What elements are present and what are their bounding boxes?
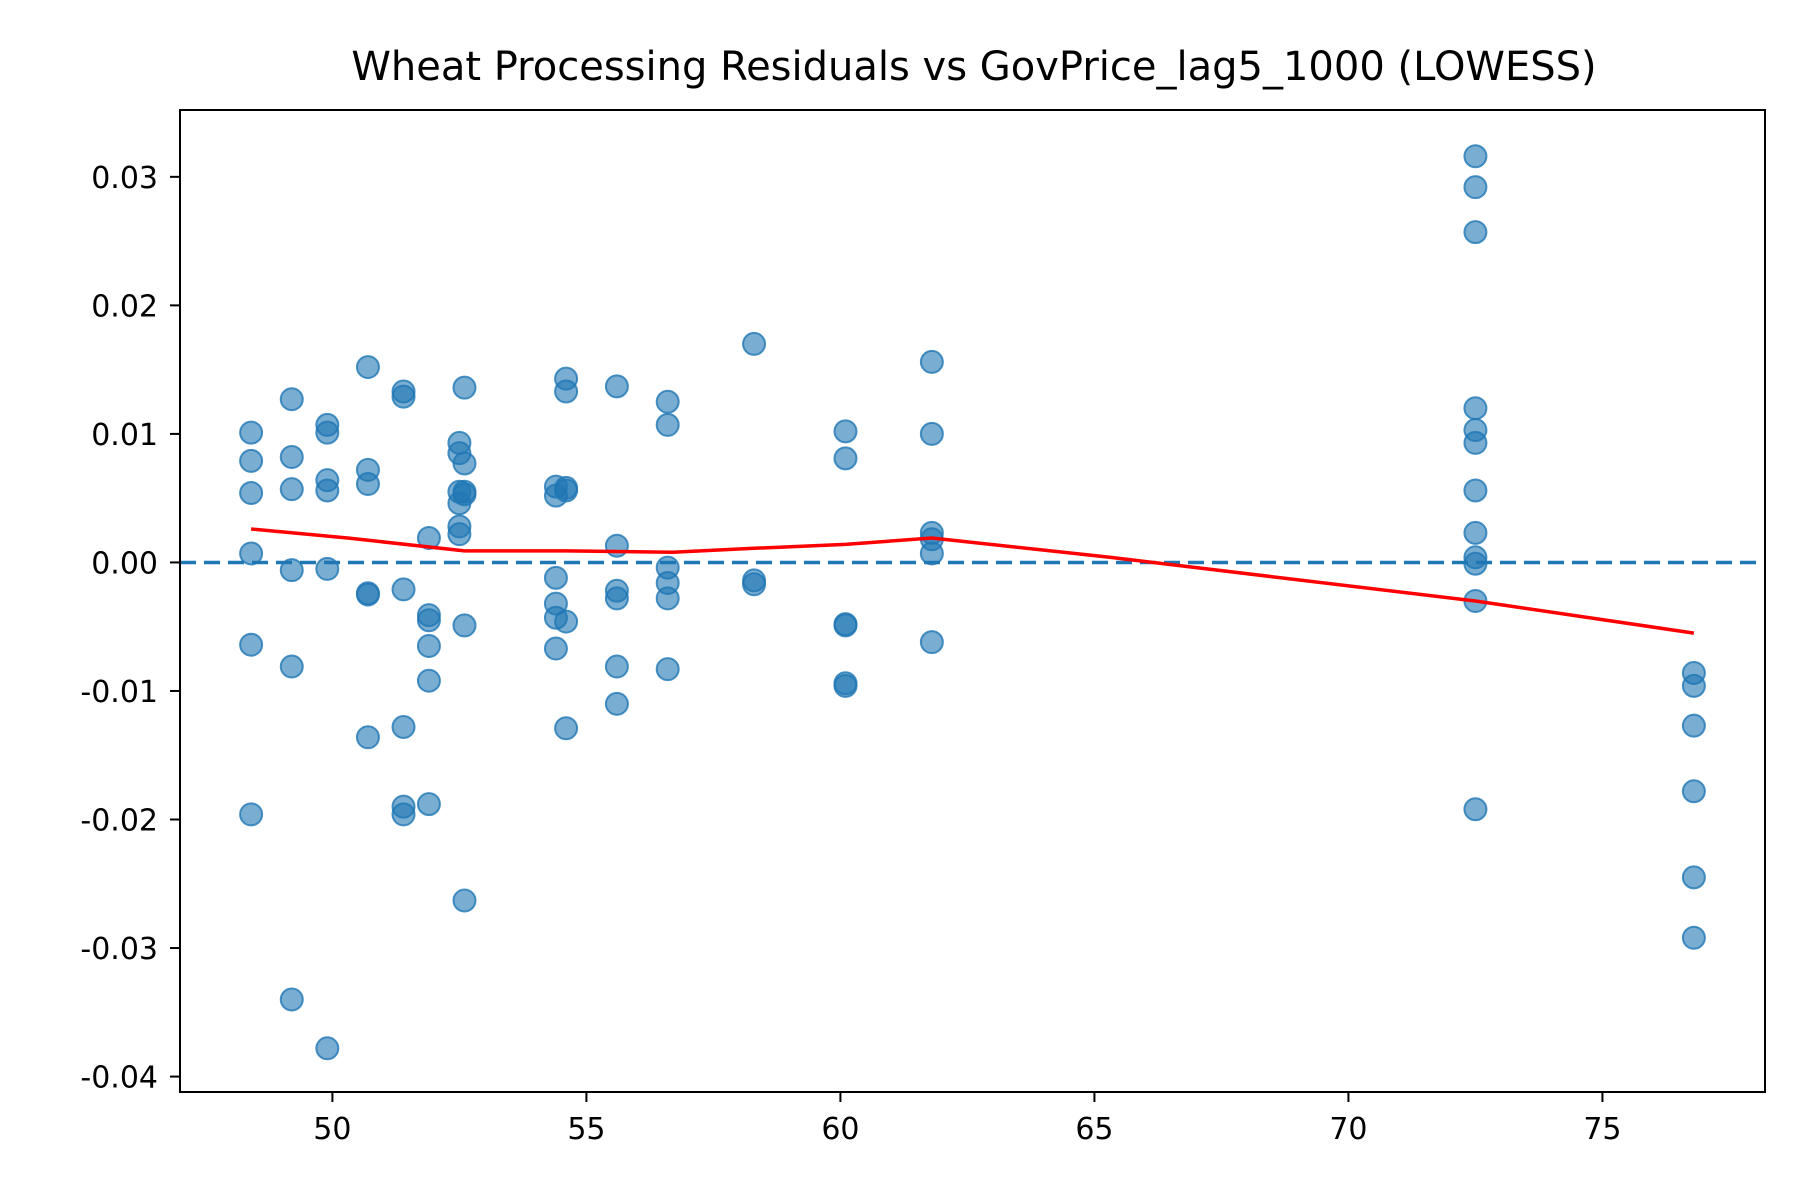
data-point <box>604 691 629 716</box>
data-point <box>416 633 441 658</box>
y-tick-label: 0.03 <box>91 161 158 196</box>
y-tick-label: -0.01 <box>80 675 158 710</box>
data-point <box>355 582 380 607</box>
data-point <box>1463 797 1488 822</box>
data-point <box>355 355 380 380</box>
y-tick-label: -0.04 <box>80 1061 158 1096</box>
data-point <box>554 716 579 741</box>
data-point <box>239 632 264 657</box>
data-point <box>315 478 340 503</box>
data-point <box>279 477 304 502</box>
chart-title: Wheat Processing Residuals vs GovPrice_l… <box>351 44 1596 90</box>
x-tick-label: 50 <box>313 1112 351 1147</box>
data-point <box>919 630 944 655</box>
lowess-curve <box>250 527 1695 635</box>
data-point <box>416 526 441 551</box>
data-point <box>315 1036 340 1061</box>
data-point <box>1681 713 1706 738</box>
x-tick-label: 65 <box>1075 1112 1113 1147</box>
data-point <box>452 451 477 476</box>
data-point <box>452 375 477 400</box>
data-point <box>1463 430 1488 455</box>
data-point <box>315 556 340 581</box>
data-point <box>355 472 380 497</box>
x-axis: 50 55 60 65 70 75 <box>313 1092 1622 1147</box>
data-point <box>279 654 304 679</box>
data-point <box>833 673 858 698</box>
data-point <box>604 654 629 679</box>
data-point <box>239 481 264 506</box>
data-point <box>554 478 579 503</box>
data-point <box>554 609 579 634</box>
data-point <box>391 714 416 739</box>
data-point <box>239 802 264 827</box>
data-point <box>1463 175 1488 200</box>
data-point <box>279 987 304 1012</box>
data-point <box>604 374 629 399</box>
lowess-curve-group <box>250 527 1695 635</box>
x-tick-label: 70 <box>1329 1112 1367 1147</box>
data-point <box>391 384 416 409</box>
data-point <box>554 379 579 404</box>
x-tick-label: 75 <box>1583 1112 1621 1147</box>
data-point <box>655 389 680 414</box>
data-point <box>604 586 629 611</box>
data-point <box>1463 144 1488 169</box>
data-point <box>239 541 264 566</box>
data-point <box>833 419 858 444</box>
data-point <box>1463 520 1488 545</box>
data-point <box>391 577 416 602</box>
y-tick-label: 0.00 <box>91 546 158 581</box>
data-point <box>279 558 304 583</box>
data-point <box>1463 220 1488 245</box>
data-point <box>355 725 380 750</box>
data-point <box>543 636 568 661</box>
x-tick-label: 60 <box>821 1112 859 1147</box>
data-point <box>919 421 944 446</box>
data-point <box>279 445 304 470</box>
data-point <box>1681 925 1706 950</box>
data-point <box>1681 865 1706 890</box>
data-point <box>1463 478 1488 503</box>
x-tick-label: 55 <box>567 1112 605 1147</box>
y-tick-label: -0.03 <box>80 932 158 967</box>
data-point <box>742 331 767 356</box>
data-point <box>416 608 441 633</box>
data-point <box>1463 551 1488 576</box>
y-tick-label: 0.02 <box>91 289 158 324</box>
data-point <box>655 412 680 437</box>
data-point <box>452 613 477 638</box>
y-tick-label: -0.02 <box>80 804 158 839</box>
data-point <box>416 792 441 817</box>
data-point <box>919 349 944 374</box>
data-point <box>416 668 441 693</box>
data-point <box>655 657 680 682</box>
data-point <box>1681 673 1706 698</box>
data-point <box>447 522 472 547</box>
data-point <box>452 888 477 913</box>
y-tick-label: 0.01 <box>91 418 158 453</box>
data-point <box>742 572 767 597</box>
data-point <box>833 446 858 471</box>
data-point <box>543 565 568 590</box>
data-point <box>655 586 680 611</box>
y-axis: 0.03 0.02 0.01 0.00 -0.01 -0.02 -0.03 -0.04 <box>80 161 180 1096</box>
data-point <box>239 448 264 473</box>
data-point <box>604 533 629 558</box>
data-point <box>239 420 264 445</box>
data-point <box>452 482 477 507</box>
data-point <box>391 802 416 827</box>
data-point <box>1681 779 1706 804</box>
data-point <box>279 387 304 412</box>
data-point <box>315 420 340 445</box>
data-point <box>833 613 858 638</box>
data-point <box>919 541 944 566</box>
axes-frame <box>179 109 1766 1093</box>
data-point <box>1463 396 1488 421</box>
